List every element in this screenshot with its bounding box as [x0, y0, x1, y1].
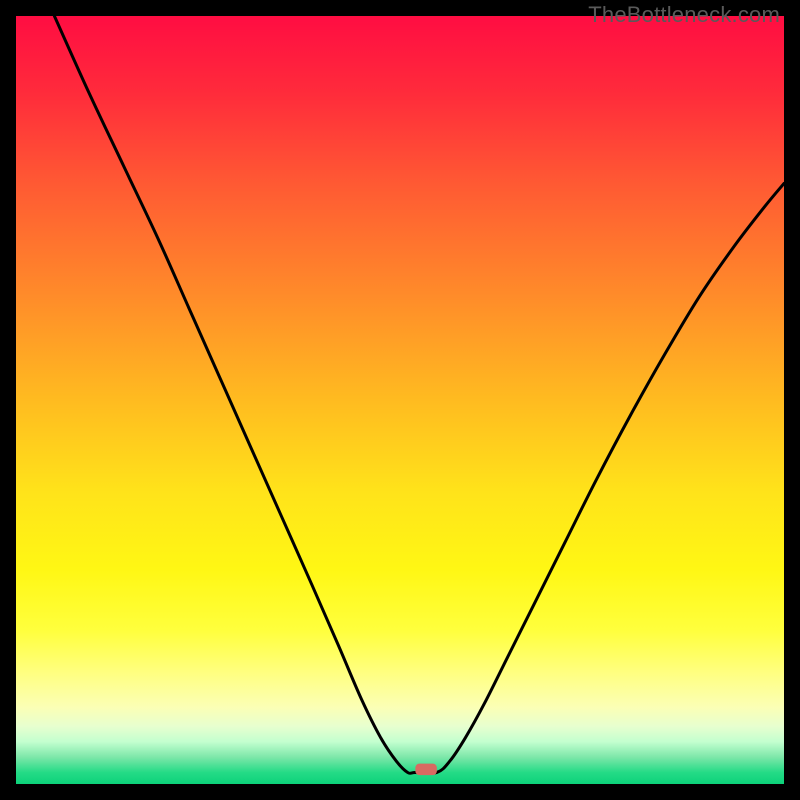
border-right	[784, 0, 800, 800]
plot-background	[16, 16, 784, 784]
chart-frame: TheBottleneck.com	[0, 0, 800, 800]
border-left	[0, 0, 16, 800]
optimum-marker	[415, 764, 437, 776]
bottleneck-curve-chart	[0, 0, 800, 800]
border-bottom	[0, 784, 800, 800]
watermark-label: TheBottleneck.com	[588, 2, 780, 28]
